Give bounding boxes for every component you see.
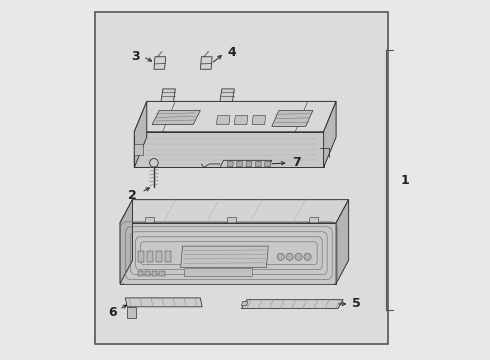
- Polygon shape: [227, 161, 233, 167]
- Polygon shape: [217, 116, 230, 125]
- Polygon shape: [255, 161, 261, 167]
- Polygon shape: [323, 102, 336, 167]
- Polygon shape: [120, 200, 348, 223]
- Polygon shape: [120, 200, 132, 284]
- Polygon shape: [272, 111, 313, 126]
- Polygon shape: [147, 251, 153, 262]
- Polygon shape: [138, 251, 144, 262]
- Polygon shape: [265, 161, 270, 167]
- Text: 3: 3: [131, 50, 140, 63]
- Polygon shape: [220, 160, 272, 167]
- Polygon shape: [120, 223, 336, 284]
- Polygon shape: [181, 246, 268, 267]
- Polygon shape: [138, 271, 143, 276]
- Polygon shape: [134, 132, 323, 167]
- Polygon shape: [154, 57, 166, 69]
- Polygon shape: [125, 298, 202, 307]
- Polygon shape: [220, 89, 234, 102]
- Circle shape: [286, 253, 293, 260]
- Polygon shape: [145, 271, 150, 276]
- Text: 1: 1: [401, 174, 410, 186]
- Polygon shape: [184, 269, 253, 276]
- Polygon shape: [156, 251, 162, 262]
- Text: 6: 6: [108, 306, 117, 319]
- Text: 7: 7: [292, 156, 300, 169]
- Circle shape: [149, 158, 158, 167]
- Polygon shape: [165, 251, 171, 262]
- Polygon shape: [127, 307, 136, 318]
- Circle shape: [277, 253, 284, 260]
- Polygon shape: [227, 217, 237, 223]
- Polygon shape: [336, 200, 348, 284]
- Circle shape: [304, 253, 311, 260]
- Text: 2: 2: [128, 189, 137, 202]
- Polygon shape: [234, 116, 248, 125]
- Polygon shape: [309, 217, 319, 223]
- Circle shape: [295, 253, 302, 260]
- Polygon shape: [159, 271, 165, 276]
- Text: 5: 5: [352, 297, 361, 310]
- Text: 4: 4: [227, 46, 236, 59]
- FancyBboxPatch shape: [95, 12, 388, 344]
- Polygon shape: [252, 116, 266, 125]
- Polygon shape: [246, 161, 252, 167]
- Polygon shape: [237, 161, 243, 167]
- Polygon shape: [134, 102, 147, 167]
- Polygon shape: [145, 217, 155, 223]
- Polygon shape: [161, 89, 175, 102]
- Polygon shape: [152, 271, 157, 276]
- Polygon shape: [200, 57, 212, 69]
- Polygon shape: [242, 300, 343, 309]
- Polygon shape: [134, 144, 143, 155]
- Polygon shape: [134, 102, 336, 132]
- Polygon shape: [242, 301, 248, 306]
- Polygon shape: [152, 111, 200, 125]
